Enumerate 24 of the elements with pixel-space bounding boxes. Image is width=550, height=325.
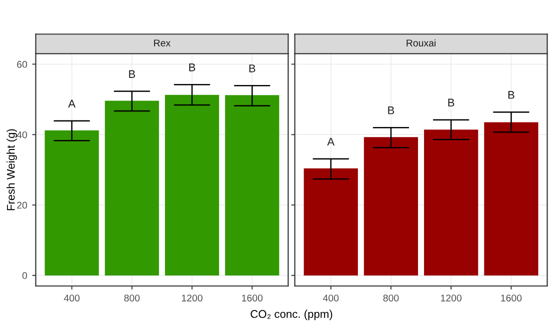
y-tick-label: 60: [17, 60, 28, 68]
annotation: B: [508, 91, 514, 99]
annotation: A: [68, 100, 76, 108]
y-tick-label: 0: [22, 272, 28, 280]
x-tick-label: 800: [383, 294, 399, 302]
chart-title: Rouxai: [406, 39, 436, 46]
x-tick-label: 800: [124, 294, 140, 302]
x-tick-label: 400: [322, 294, 339, 302]
chart-title: Rex: [154, 40, 171, 46]
annotation: B: [129, 70, 136, 78]
x-tick-label: 1200: [441, 294, 462, 302]
y-tick-label: 40: [16, 131, 28, 138]
annotation: A: [327, 138, 335, 146]
x-tick-label: 1200: [182, 294, 202, 302]
x-tick-label: 1600: [242, 294, 263, 302]
annotation: B: [249, 64, 256, 72]
x-tick-label: 400: [64, 294, 80, 302]
y-axis-title: Fresh Weight (g): [6, 129, 17, 210]
annotation: B: [388, 106, 394, 114]
annotation: B: [189, 64, 196, 72]
x-axis-title: CO₂ conc. (ppm): [250, 310, 332, 320]
annotation: B: [448, 98, 454, 106]
y-tick-label: 20: [17, 202, 28, 209]
x-tick-label: 1600: [501, 294, 522, 302]
